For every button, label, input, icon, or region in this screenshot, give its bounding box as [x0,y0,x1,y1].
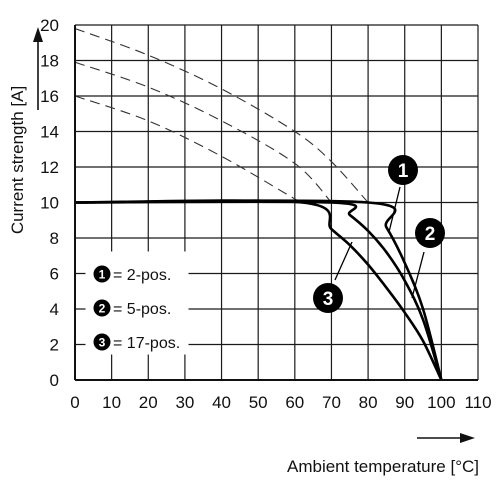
legend-marker-1-number: 1 [99,267,106,281]
y-tick-label: 12 [40,158,59,177]
y-tick-label: 2 [50,336,59,355]
x-tick-label: 50 [249,393,268,412]
x-tick-label: 0 [70,393,79,412]
series-line-3 [74,199,443,381]
x-tick-label: 20 [139,393,158,412]
y-tick-label: 4 [50,300,59,319]
callout-3-number: 3 [323,289,334,310]
x-tick-label: 80 [359,393,378,412]
x-tick-label: 110 [464,393,491,412]
y-tick-label: 18 [40,52,59,71]
y-tick-label: 16 [40,87,59,106]
callout-3-disc [313,283,343,313]
callout-2: 2 [415,218,445,248]
callout-1: 1 [388,155,418,185]
solid-curves [74,199,443,381]
axes [74,25,478,381]
y-tick-label: 14 [40,123,59,142]
y-tick-label: 20 [40,16,59,35]
callout-1-disc [388,155,418,185]
x-tick-label: 10 [102,393,121,412]
legend-marker-3-disc [93,333,111,351]
x-tick-label: 70 [322,393,341,412]
legend-marker-2: 2 [93,299,111,317]
legend-label-3: = 17-pos. [113,335,180,352]
x-tick-label: 60 [285,393,304,412]
y-axis-arrow [33,27,43,110]
callout-3: 3 [313,283,343,313]
legend-marker-3: 3 [93,333,111,351]
y-tick-labels: 0 2 4 6 8 10 12 14 16 18 20 [40,16,59,390]
y-tick-label: 0 [50,371,59,390]
x-tick-label: 30 [175,393,194,412]
dashed-curve-3 [74,28,369,203]
callout-leader-1 [388,186,401,233]
x-tick-label: 40 [212,393,231,412]
legend-marker-1-disc [93,265,111,283]
callout-2-disc [415,218,445,248]
legend-label-1: = 2-pos. [113,267,171,284]
callouts: 1 2 3 [313,155,445,313]
legend-marker-1: 1 [93,265,111,283]
x-tick-label: 100 [427,393,455,412]
y-tick-label: 8 [50,229,59,248]
dashed-curve-4 [74,61,332,203]
callout-leader-3 [334,241,353,281]
x-axis-title: Ambient temperature [°C] [287,457,479,476]
x-tick-labels: 0 10 20 30 40 50 60 70 80 90 100 110 [70,393,491,412]
dashed-curve-5 [74,95,304,204]
callout-2-number: 2 [425,224,436,245]
legend-marker-3-number: 3 [99,335,106,349]
legend-marker-2-number: 2 [99,301,106,315]
x-tick-label: 90 [395,393,414,412]
legend-marker-2-disc [93,299,111,317]
callout-leader-2 [411,251,425,299]
callout-1-number: 1 [398,161,409,182]
legend: 1 = 2-pos. 2 = 5-pos. 3 = 17-pos. [85,251,189,355]
y-tick-label: 6 [50,265,59,284]
y-axis-title: Current strength [A] [8,86,27,234]
legend-label-2: = 5-pos. [113,301,171,318]
x-axis-arrow [417,433,475,443]
y-tick-label: 10 [40,194,59,213]
